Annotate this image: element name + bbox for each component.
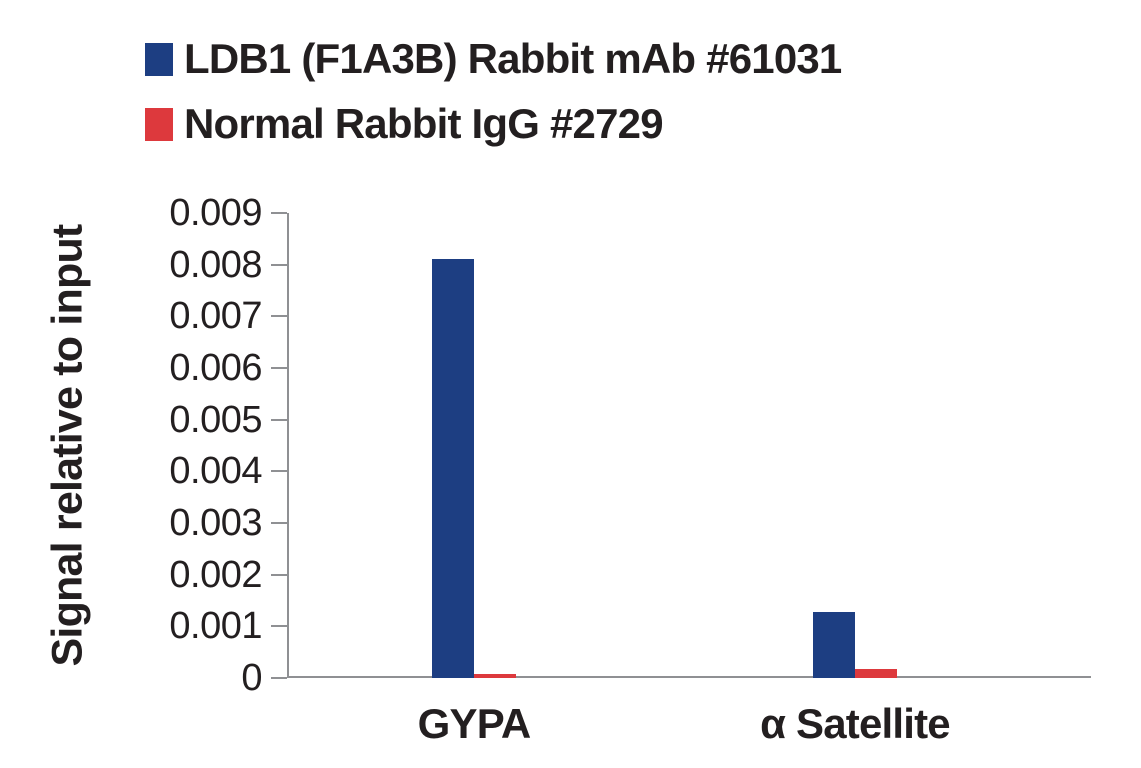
y-tick-label: 0.009 xyxy=(169,192,262,234)
legend-swatch-ldb1-blue xyxy=(145,42,173,76)
y-tick-label: 0.006 xyxy=(169,347,262,389)
y-tick-mark xyxy=(271,625,287,628)
x-category-label-gypa: GYPA xyxy=(417,700,532,747)
chart-legend: LDB1 (F1A3B) Rabbit mAb #61031 Normal Ra… xyxy=(145,38,842,145)
y-tick-label: 0.005 xyxy=(169,398,262,441)
y-tick-mark xyxy=(271,573,287,576)
y-tick-mark xyxy=(271,522,287,524)
y-tick-mark xyxy=(271,367,287,369)
y-tick-mark xyxy=(271,470,287,473)
x-category-label-α-satellite: α Satellite xyxy=(760,700,951,747)
y-tick-mark xyxy=(271,315,287,318)
y-tick-label: 0 xyxy=(241,657,262,699)
bar-igg-α-satellite xyxy=(855,669,897,678)
legend-swatch-igg-red xyxy=(145,107,173,141)
y-tick-label: 0.007 xyxy=(169,295,262,338)
y-tick-label: 0.001 xyxy=(169,605,262,648)
y-tick-label: 0.004 xyxy=(169,450,262,493)
legend-label-ldb1: LDB1 (F1A3B) Rabbit mAb #61031 xyxy=(184,35,842,82)
y-tick-mark xyxy=(271,677,287,679)
y-tick-mark xyxy=(271,418,287,421)
x-axis-line xyxy=(287,676,1091,678)
legend-label-igg: Normal Rabbit IgG #2729 xyxy=(184,100,664,147)
legend-item-igg: Normal Rabbit IgG #2729 xyxy=(145,103,842,145)
y-tick-mark xyxy=(271,263,287,266)
y-axis-title-text: Signal relative to input xyxy=(43,224,92,667)
bar-ldb1-gypa xyxy=(432,259,474,678)
plot-area: 0 0.001 0.002 0.003 0.004 0.005 0.006 0.007 0.00… xyxy=(169,194,1091,747)
y-tick-label: 0.003 xyxy=(169,502,262,544)
y-tick-label: 0.002 xyxy=(169,553,262,596)
y-tick-mark xyxy=(271,212,287,214)
y-tick-label: 0.008 xyxy=(169,243,262,286)
y-axis-line xyxy=(287,213,289,678)
legend-item-ldb1: LDB1 (F1A3B) Rabbit mAb #61031 xyxy=(145,38,842,80)
bar-ldb1-α-satellite xyxy=(813,612,855,678)
bar-igg-gypa xyxy=(474,674,516,678)
